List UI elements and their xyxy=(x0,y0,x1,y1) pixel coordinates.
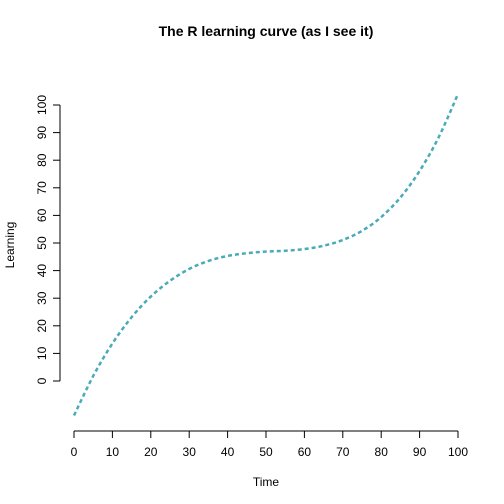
y-tick-label: 10 xyxy=(35,346,49,360)
y-tick-label: 90 xyxy=(35,126,49,140)
x-tick-label: 30 xyxy=(183,445,197,459)
series-layer xyxy=(72,93,460,417)
y-tick-label: 100 xyxy=(35,95,49,115)
y-tick-label: 0 xyxy=(35,377,49,384)
x-tick-label: 0 xyxy=(71,445,78,459)
y-tick-label: 80 xyxy=(35,153,49,167)
y-tick-label: 40 xyxy=(35,264,49,278)
x-tick-label: 20 xyxy=(144,445,158,459)
learning-curve-line xyxy=(72,93,460,417)
x-tick-label: 10 xyxy=(106,445,120,459)
x-tick-label: 80 xyxy=(375,445,389,459)
y-axis-label: Learning xyxy=(3,222,17,269)
x-axis: 0 10 20 30 40 50 60 70 80 90 100 xyxy=(71,430,468,459)
y-tick-label: 30 xyxy=(35,291,49,305)
x-tick-label: 50 xyxy=(259,445,273,459)
y-axis: 0 10 20 30 40 50 60 70 80 90 100 xyxy=(35,95,61,384)
x-tick-label: 90 xyxy=(413,445,427,459)
y-tick-label: 50 xyxy=(35,236,49,250)
x-tick-label: 100 xyxy=(448,445,468,459)
x-tick-label: 40 xyxy=(221,445,235,459)
y-tick-label: 20 xyxy=(35,319,49,333)
x-axis-label: Time xyxy=(253,475,280,489)
y-tick-label: 70 xyxy=(35,181,49,195)
x-tick-label: 70 xyxy=(336,445,350,459)
x-tick-label: 60 xyxy=(298,445,312,459)
y-tick-label: 60 xyxy=(35,208,49,222)
chart-title: The R learning curve (as I see it) xyxy=(159,23,374,39)
